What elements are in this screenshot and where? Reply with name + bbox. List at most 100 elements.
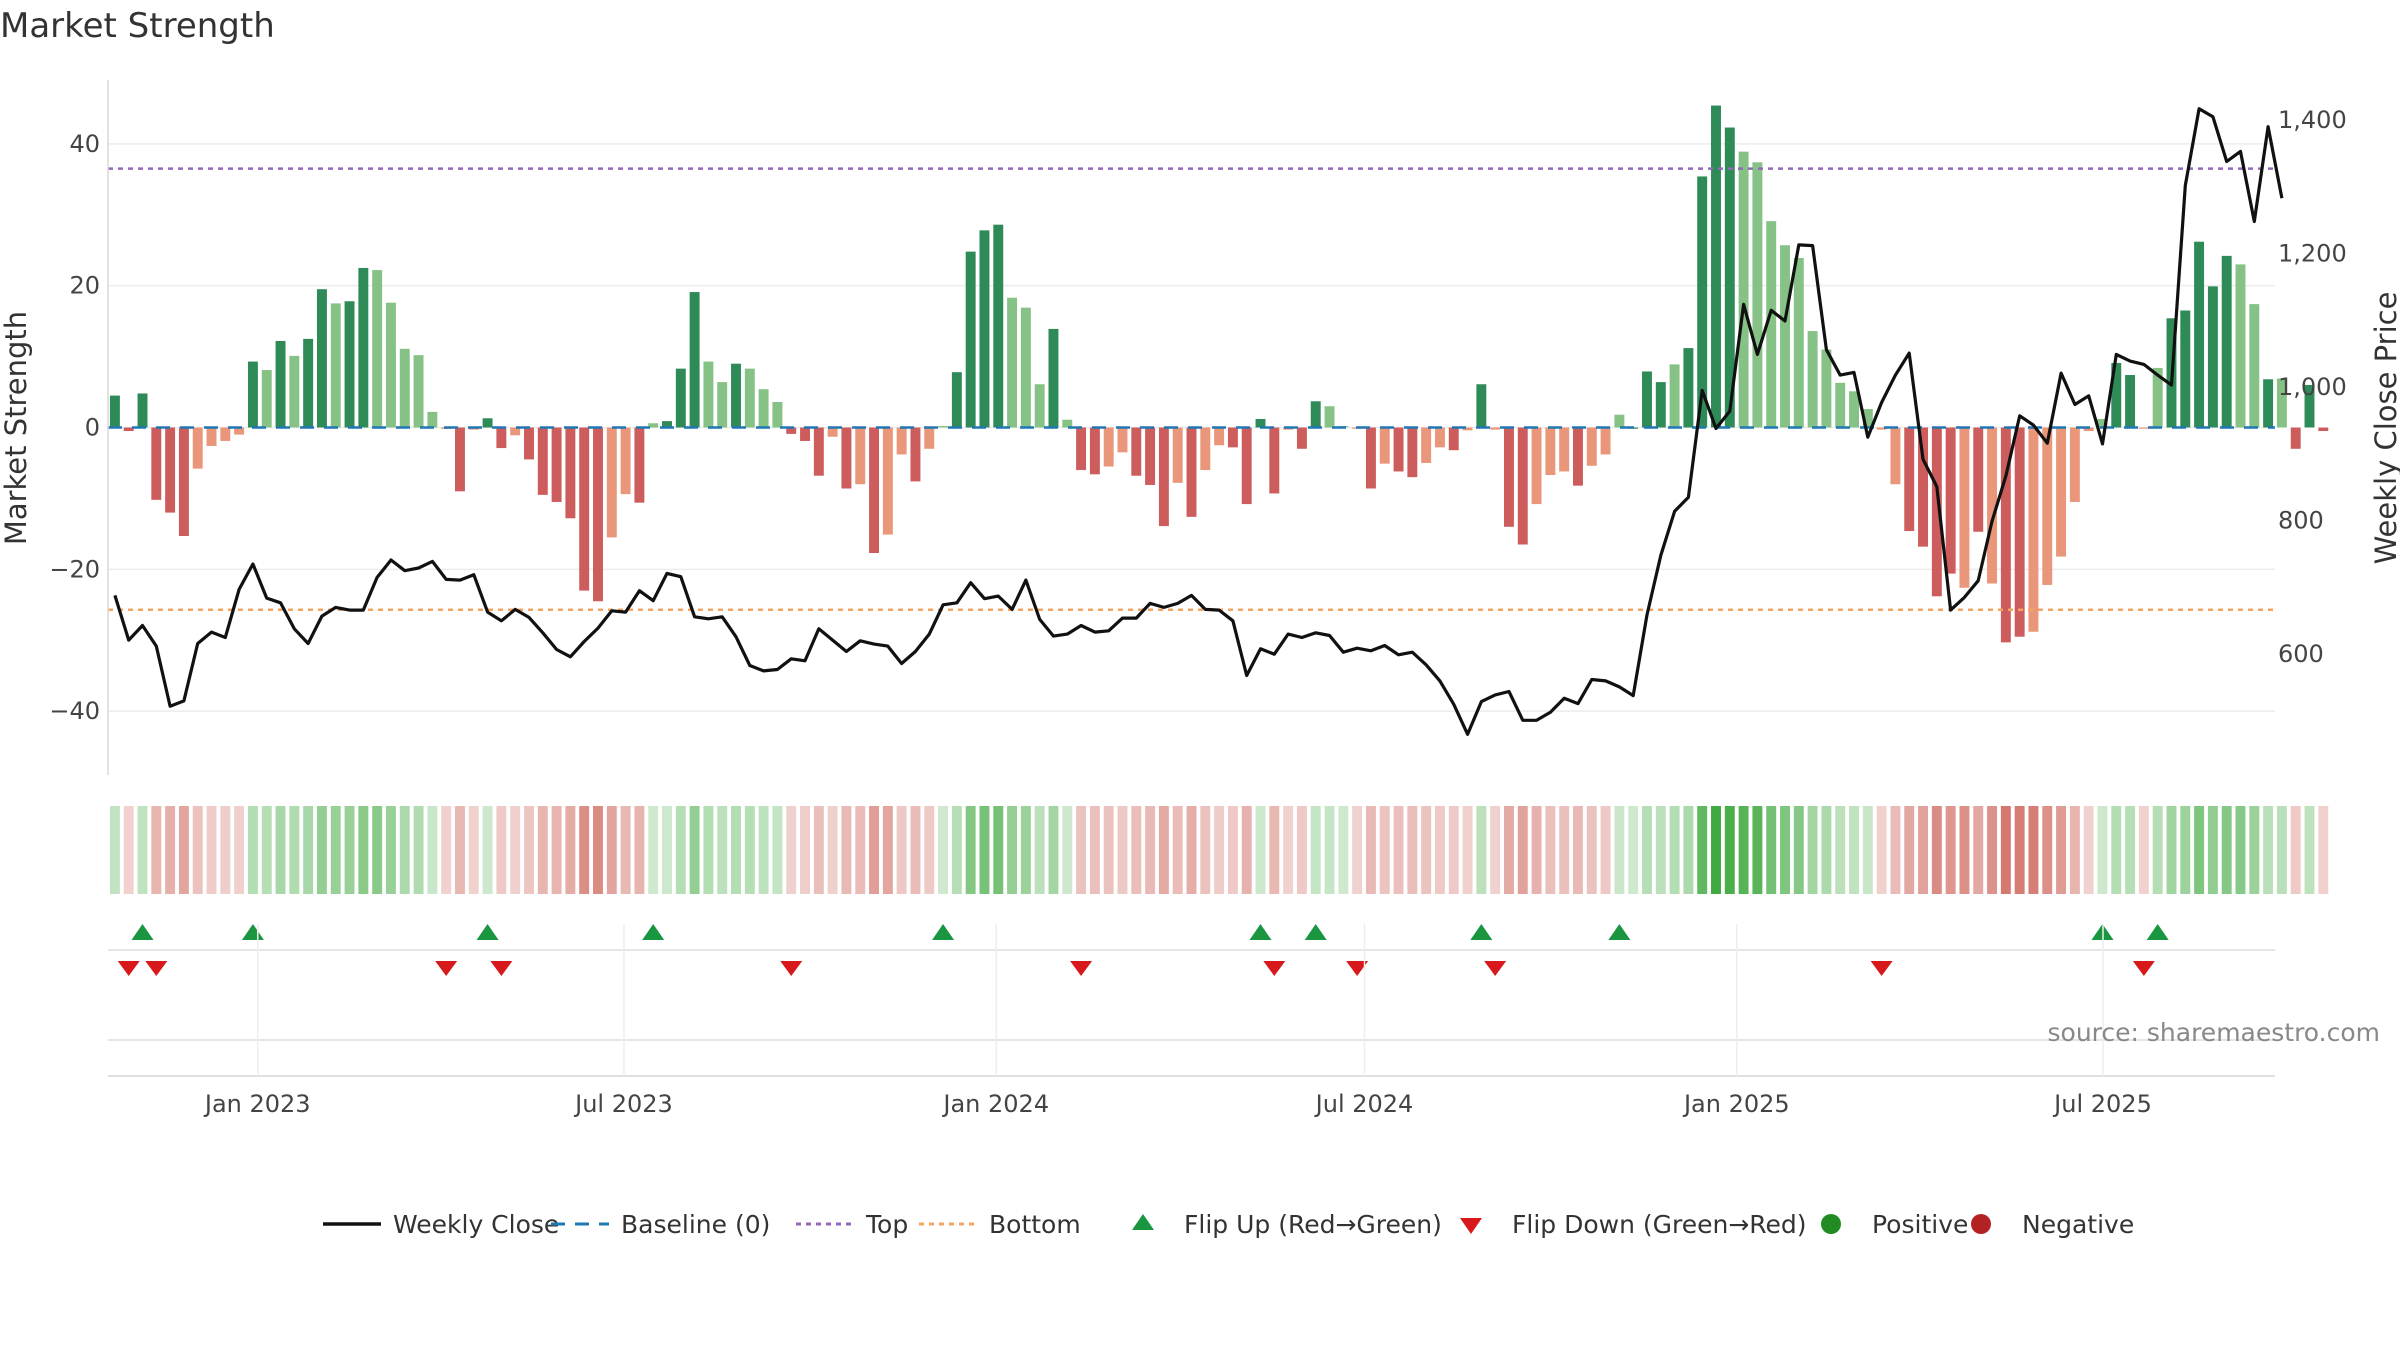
strength-bar	[2138, 427, 2149, 429]
heat-cell	[1020, 806, 1031, 894]
heat-cell	[662, 806, 672, 894]
strength-bar	[2290, 427, 2301, 449]
strength-bar	[841, 427, 852, 489]
y2-tick-label: 600	[2278, 640, 2324, 668]
date-axis: Jan 2023 Jul 2023 Jan 2024 Jul 2024 Jan 2025…	[203, 924, 2152, 1118]
heat-cell	[979, 806, 990, 894]
strength-bar	[1186, 427, 1197, 517]
strength-bar	[2249, 304, 2260, 428]
strength-bar	[1310, 401, 1321, 428]
strength-bar	[1517, 427, 1528, 545]
y2-tick-label: 1,400	[2278, 106, 2347, 134]
strength-bar	[192, 427, 203, 469]
flip-up-marker	[1249, 924, 1272, 940]
strength-bar	[882, 427, 893, 535]
strength-bar	[1683, 348, 1694, 428]
strength-bar	[496, 427, 507, 449]
heat-cell	[772, 806, 783, 894]
strength-bar	[1766, 221, 1777, 428]
strength-bar	[1269, 427, 1280, 494]
flip-up-marker	[1470, 924, 1493, 940]
heat-cell	[758, 806, 769, 894]
strength-bar	[869, 427, 880, 554]
strength-bar	[1614, 414, 1625, 428]
heat-cell	[1062, 806, 1073, 894]
heat-cell	[1559, 806, 1570, 894]
heat-cell	[2069, 806, 2080, 894]
heat-cell	[1697, 806, 1708, 894]
heat-cell	[358, 806, 369, 894]
strength-bar	[786, 427, 797, 434]
heat-cell	[2166, 806, 2177, 894]
strength-bar	[758, 389, 769, 428]
heat-cell	[924, 806, 935, 894]
strength-bar	[1145, 427, 1156, 485]
heat-cell	[2138, 806, 2149, 894]
heat-cell	[275, 806, 286, 894]
heat-cell	[2235, 806, 2246, 894]
heat-cell	[1255, 806, 1266, 894]
strength-bar	[413, 355, 424, 428]
heat-cell	[1862, 806, 1873, 894]
strength-bar	[1462, 427, 1473, 431]
strength-bar	[551, 427, 562, 502]
strength-bar	[813, 427, 824, 476]
heat-cell	[1296, 806, 1307, 894]
heat-cell	[1076, 806, 1087, 894]
strength-bar	[1600, 427, 1611, 455]
y2-tick-label: 800	[2278, 507, 2324, 535]
heat-cell	[178, 806, 189, 894]
strength-bar	[1545, 427, 1556, 476]
heat-cell	[247, 806, 258, 894]
heat-cell	[2180, 806, 2191, 894]
strength-bar	[634, 427, 645, 503]
legend-item-top: Top	[796, 1210, 908, 1239]
strength-bars	[109, 105, 2329, 643]
strength-bar	[316, 289, 327, 428]
source-note: source: sharemaestro.com	[2048, 1018, 2381, 1047]
heat-cell	[2263, 806, 2274, 894]
legend-swatch-negative	[1971, 1214, 1991, 1234]
strength-bar	[2152, 367, 2163, 428]
y2-tick-label: 1,200	[2278, 240, 2347, 268]
flip-down-marker	[145, 961, 168, 976]
heat-cell	[1186, 806, 1197, 894]
heat-cell	[1793, 806, 1804, 894]
y-tick-label: −20	[49, 555, 100, 583]
flip-up-marker	[131, 924, 154, 940]
heat-cell	[1283, 806, 1294, 894]
heat-cell	[579, 806, 590, 894]
strength-bar	[1711, 105, 1721, 428]
strength-bar	[372, 270, 383, 428]
strength-bar	[399, 348, 410, 428]
heat-cell	[1973, 806, 1984, 894]
strength-bar	[855, 427, 866, 485]
flip-up-marker	[1608, 924, 1631, 940]
heat-cell	[1904, 806, 1915, 894]
strength-bar	[1200, 427, 1211, 471]
heat-cell	[2014, 806, 2025, 894]
strength-bar	[1835, 382, 1846, 428]
strength-bar	[1780, 245, 1790, 428]
strength-bar	[2318, 427, 2329, 432]
strength-bar	[344, 301, 355, 428]
heat-cell	[165, 806, 176, 894]
heat-cell	[1835, 806, 1846, 894]
strength-bar	[1172, 427, 1183, 483]
strength-bar	[247, 361, 258, 428]
heat-cell	[1724, 806, 1735, 894]
strength-bar	[731, 363, 741, 428]
strength-bar	[800, 427, 810, 441]
strength-bar	[662, 421, 672, 428]
strength-bar	[2221, 255, 2232, 428]
heat-cell	[1531, 806, 1542, 894]
strength-bar	[2042, 427, 2053, 585]
strength-bar	[1393, 427, 1404, 472]
legend-label: Positive	[1872, 1210, 1968, 1239]
strength-bar	[565, 427, 576, 519]
heat-cell	[192, 806, 203, 894]
strength-bar	[593, 427, 603, 602]
heat-cell	[2276, 806, 2287, 894]
heat-cell	[648, 806, 659, 894]
strength-bar	[1559, 427, 1570, 472]
